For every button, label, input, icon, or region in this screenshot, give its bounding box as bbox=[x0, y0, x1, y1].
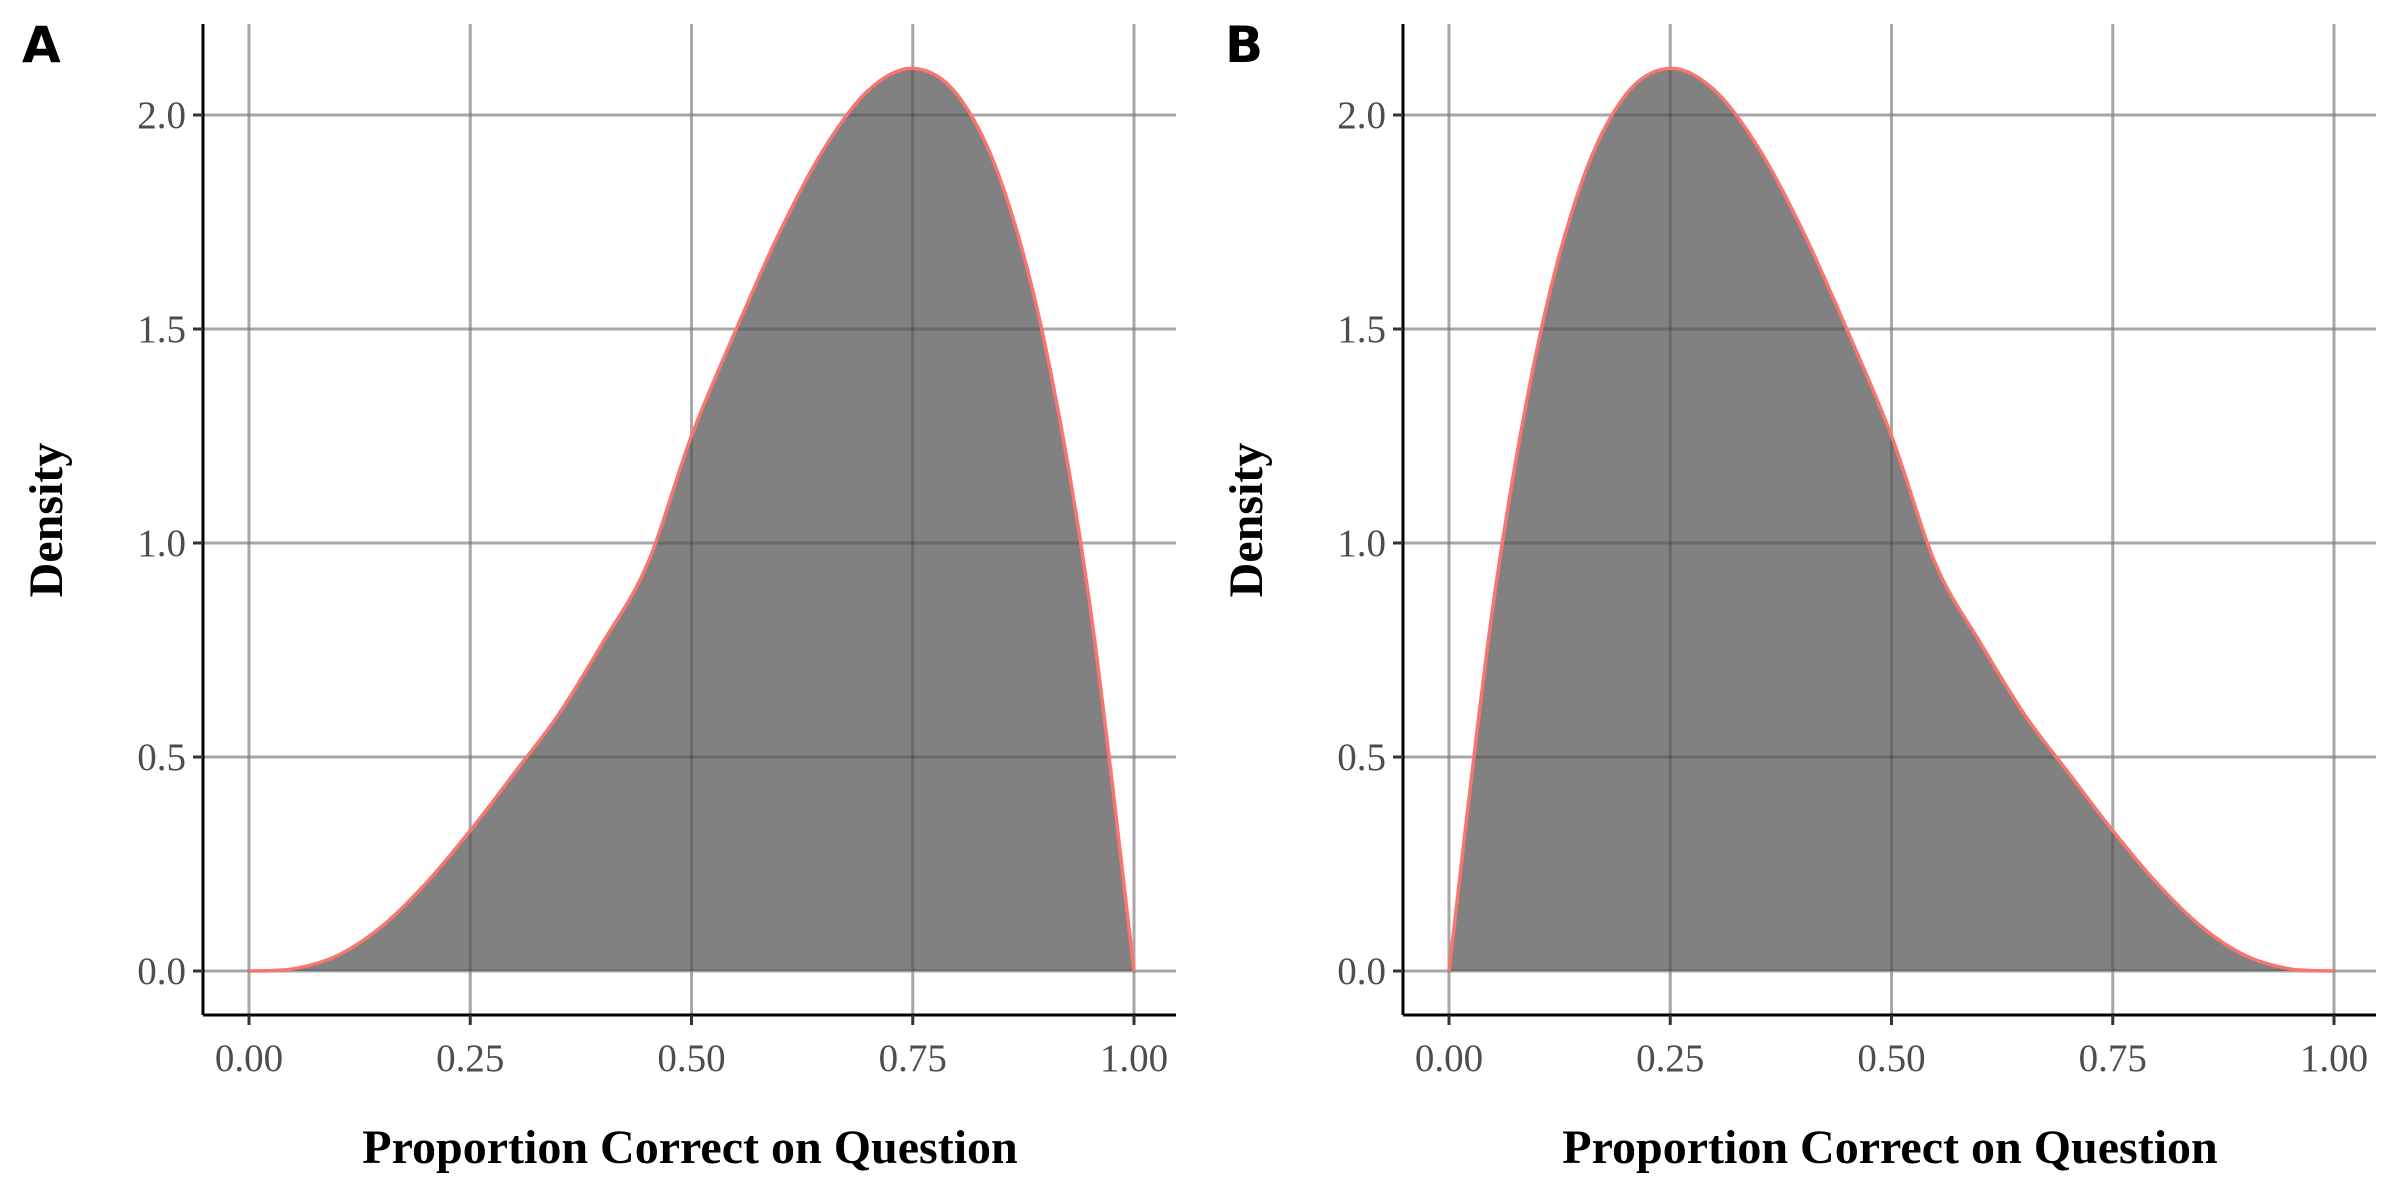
panel-a-density-area bbox=[249, 68, 1134, 972]
panel-a-y-tick-label-2: 1.0 bbox=[137, 522, 186, 565]
panel-b-x-tick-label-0: 0.00 bbox=[1415, 1037, 1483, 1080]
panel-a-x-tick-label-0: 0.00 bbox=[215, 1037, 283, 1080]
panel-a-y-tick-label-1: 0.5 bbox=[137, 736, 186, 779]
panel-b-x-tick-label-1: 0.25 bbox=[1636, 1037, 1704, 1080]
panel-b-x-tick-label-3: 0.75 bbox=[2079, 1037, 2147, 1080]
panel-a-tag: A bbox=[22, 16, 61, 74]
panel-b-y-tick-label-2: 1.0 bbox=[1337, 522, 1386, 565]
panel-a-y-tick-label-4: 2.0 bbox=[137, 94, 186, 137]
panel-b-x-tick-label-2: 0.50 bbox=[1857, 1037, 1925, 1080]
panel-a-y-tick-label-0: 0.0 bbox=[137, 950, 186, 993]
panel-a-x-axis-title: Proportion Correct on Question bbox=[362, 1121, 1018, 1174]
panel-b-tag: B bbox=[1225, 16, 1263, 74]
panel-b-density-line bbox=[1447, 66, 2335, 973]
panel-a-x-tick-label-2: 0.50 bbox=[657, 1037, 725, 1080]
panel-b-x-axis-title: Proportion Correct on Question bbox=[1562, 1121, 2218, 1174]
panel-a-x-tick-label-1: 0.25 bbox=[436, 1037, 504, 1080]
panel-a-y-tick-label-3: 1.5 bbox=[137, 308, 186, 351]
panel-b-y-tick-label-3: 1.5 bbox=[1337, 308, 1386, 351]
panel-a-density-line bbox=[248, 66, 1136, 973]
panel-b-density-area bbox=[1449, 68, 2334, 972]
panel-a-y-axis-title: Density bbox=[20, 443, 73, 598]
panel-a-x-tick-label-4: 1.00 bbox=[1100, 1037, 1168, 1080]
panel-a-x-tick-label-3: 0.75 bbox=[879, 1037, 947, 1080]
panel-b-x-tick-label-4: 1.00 bbox=[2300, 1037, 2368, 1080]
panel-b-y-tick-label-0: 0.0 bbox=[1337, 950, 1386, 993]
panel-b-y-tick-label-1: 0.5 bbox=[1337, 736, 1386, 779]
panel-b-y-axis-title: Density bbox=[1220, 443, 1273, 598]
panel-b-y-tick-label-4: 2.0 bbox=[1337, 94, 1386, 137]
